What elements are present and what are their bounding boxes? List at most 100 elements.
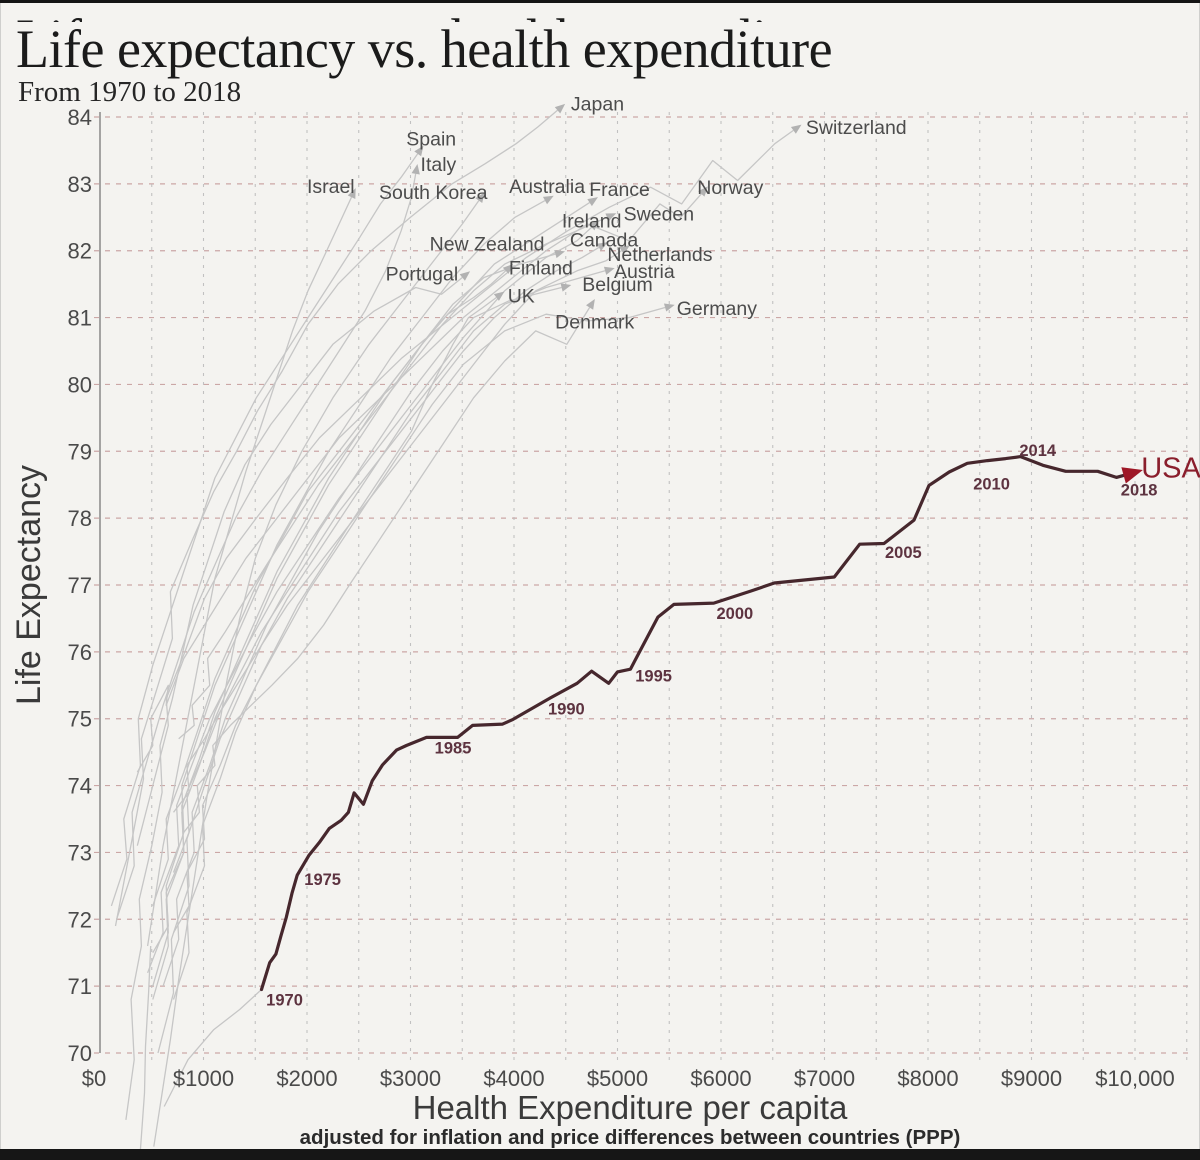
usa-line bbox=[259, 455, 1126, 992]
country-line-sweden bbox=[178, 216, 608, 740]
country-line-uk bbox=[172, 296, 497, 934]
country-label-austria: Austria bbox=[614, 261, 675, 283]
x-axis-note: adjusted for inflation and price differe… bbox=[300, 1126, 961, 1149]
country-arrow-australia bbox=[542, 195, 554, 205]
x-tick-label: $9000 bbox=[1001, 1066, 1062, 1091]
country-label-spain: Spain bbox=[406, 128, 456, 150]
usa-year-label-2018: 2018 bbox=[1121, 481, 1158, 499]
country-arrow-sweden bbox=[605, 213, 617, 222]
country-arrow-italy bbox=[411, 163, 420, 175]
usa-year-label-1970: 1970 bbox=[266, 992, 303, 1010]
country-arrow-new-zealand bbox=[554, 250, 566, 259]
country-arrow-austria bbox=[603, 266, 615, 275]
x-tick-label: $10,000 bbox=[1095, 1066, 1175, 1091]
country-line-ireland bbox=[146, 226, 593, 974]
country-label-finland: Finland bbox=[509, 257, 573, 279]
country-arrow-uk bbox=[493, 291, 505, 301]
y-tick-label: 72 bbox=[68, 907, 92, 932]
country-label-france: France bbox=[589, 179, 650, 201]
x-tick-label: $2000 bbox=[276, 1066, 337, 1091]
y-tick-label: 71 bbox=[68, 974, 92, 999]
y-tick-label: 83 bbox=[68, 172, 92, 197]
country-label-ireland: Ireland bbox=[562, 211, 622, 233]
country-arrow-france bbox=[587, 197, 598, 207]
usa-year-label-2010: 2010 bbox=[973, 475, 1010, 493]
country-label-germany: Germany bbox=[677, 298, 757, 320]
country-label-israel: Israel bbox=[307, 176, 355, 198]
country-line-spain bbox=[110, 153, 419, 907]
y-tick-label: 84 bbox=[68, 105, 92, 130]
x-tick-label: $1000 bbox=[173, 1066, 234, 1091]
x-tick-label: $4000 bbox=[483, 1066, 544, 1091]
y-tick-label: 73 bbox=[68, 840, 92, 865]
country-line-new-zealand bbox=[152, 253, 556, 954]
y-tick-label: 70 bbox=[68, 1041, 92, 1066]
x-tick-label: $3000 bbox=[380, 1066, 441, 1091]
country-line-italy bbox=[115, 173, 417, 920]
x-tick-label: $5000 bbox=[587, 1066, 648, 1091]
usa-year-label-1995: 1995 bbox=[635, 667, 672, 685]
y-tick-label: 79 bbox=[68, 439, 92, 464]
country-arrow-belgium bbox=[560, 283, 572, 292]
y-tick-label: 82 bbox=[68, 239, 92, 264]
country-arrow-ireland bbox=[588, 220, 599, 231]
ghost-title-text: Life expectancy vs. health expenditure bbox=[16, 5, 1196, 22]
country-arrow-canada bbox=[596, 242, 608, 251]
country-line-finland bbox=[152, 270, 507, 1000]
x-axis-title: Health Expenditure per capita bbox=[413, 1089, 848, 1126]
country-label-portugal: Portugal bbox=[386, 263, 459, 285]
country-line-south-korea bbox=[153, 200, 480, 1147]
usa-year-label-2005: 2005 bbox=[885, 544, 922, 562]
country-line-japan bbox=[114, 109, 558, 927]
country-line-germany bbox=[172, 306, 666, 1000]
background-trajectory-1 bbox=[139, 945, 152, 1150]
country-label-south-korea: South Korea bbox=[379, 182, 488, 204]
y-tick-label: 80 bbox=[68, 372, 92, 397]
y-tick-label: 77 bbox=[68, 573, 92, 598]
y-tick-label: 78 bbox=[68, 506, 92, 531]
usa-year-label-1990: 1990 bbox=[548, 701, 585, 719]
country-line-austria bbox=[157, 270, 606, 1054]
country-label-belgium: Belgium bbox=[582, 274, 652, 296]
ghost-title-clipped: Life expectancy vs. health expenditure bbox=[16, 5, 1196, 22]
country-arrow-portugal bbox=[459, 271, 471, 281]
country-label-canada: Canada bbox=[570, 229, 638, 251]
country-label-italy: Italy bbox=[421, 154, 457, 176]
country-arrow-netherlands bbox=[619, 245, 630, 255]
country-line-belgium bbox=[162, 286, 562, 987]
usa-year-label-1975: 1975 bbox=[304, 871, 341, 889]
country-label-uk: UK bbox=[508, 286, 535, 308]
usa-arrow bbox=[1121, 467, 1143, 484]
country-arrow-germany bbox=[663, 303, 675, 312]
usa-year-label-2014: 2014 bbox=[1019, 442, 1057, 460]
country-arrow-denmark bbox=[586, 299, 595, 310]
country-arrow-south-korea bbox=[475, 192, 485, 204]
country-line-switzerland bbox=[136, 129, 794, 846]
usa-year-label-1985: 1985 bbox=[435, 739, 472, 757]
y-tick-label: 81 bbox=[68, 306, 92, 331]
country-line-netherlands bbox=[172, 250, 622, 813]
country-line-denmark bbox=[183, 307, 591, 833]
y-tick-label: 74 bbox=[68, 774, 92, 799]
country-arrow-norway bbox=[698, 186, 708, 197]
background-trajectory-0 bbox=[163, 989, 262, 1107]
country-label-new-zealand: New Zealand bbox=[430, 233, 545, 255]
page-title: Life expectancy vs. health expenditure bbox=[16, 19, 833, 79]
x-tick-label: $8000 bbox=[897, 1066, 958, 1091]
country-label-australia: Australia bbox=[509, 176, 585, 198]
country-label-switzerland: Switzerland bbox=[806, 117, 907, 139]
country-label-norway: Norway bbox=[697, 177, 763, 199]
x-tick-label: $6000 bbox=[690, 1066, 751, 1091]
country-line-canada bbox=[172, 246, 600, 873]
country-arrow-spain bbox=[414, 145, 424, 157]
country-label-netherlands: Netherlands bbox=[607, 244, 712, 266]
x-tick-label: $0 bbox=[82, 1066, 106, 1091]
country-line-portugal bbox=[125, 276, 463, 1120]
usa-label: USA bbox=[1141, 453, 1200, 485]
country-arrow-japan bbox=[554, 103, 566, 114]
usa-year-label-2000: 2000 bbox=[717, 605, 754, 623]
y-tick-label: 76 bbox=[68, 640, 92, 665]
country-arrow-switzerland bbox=[790, 124, 802, 134]
